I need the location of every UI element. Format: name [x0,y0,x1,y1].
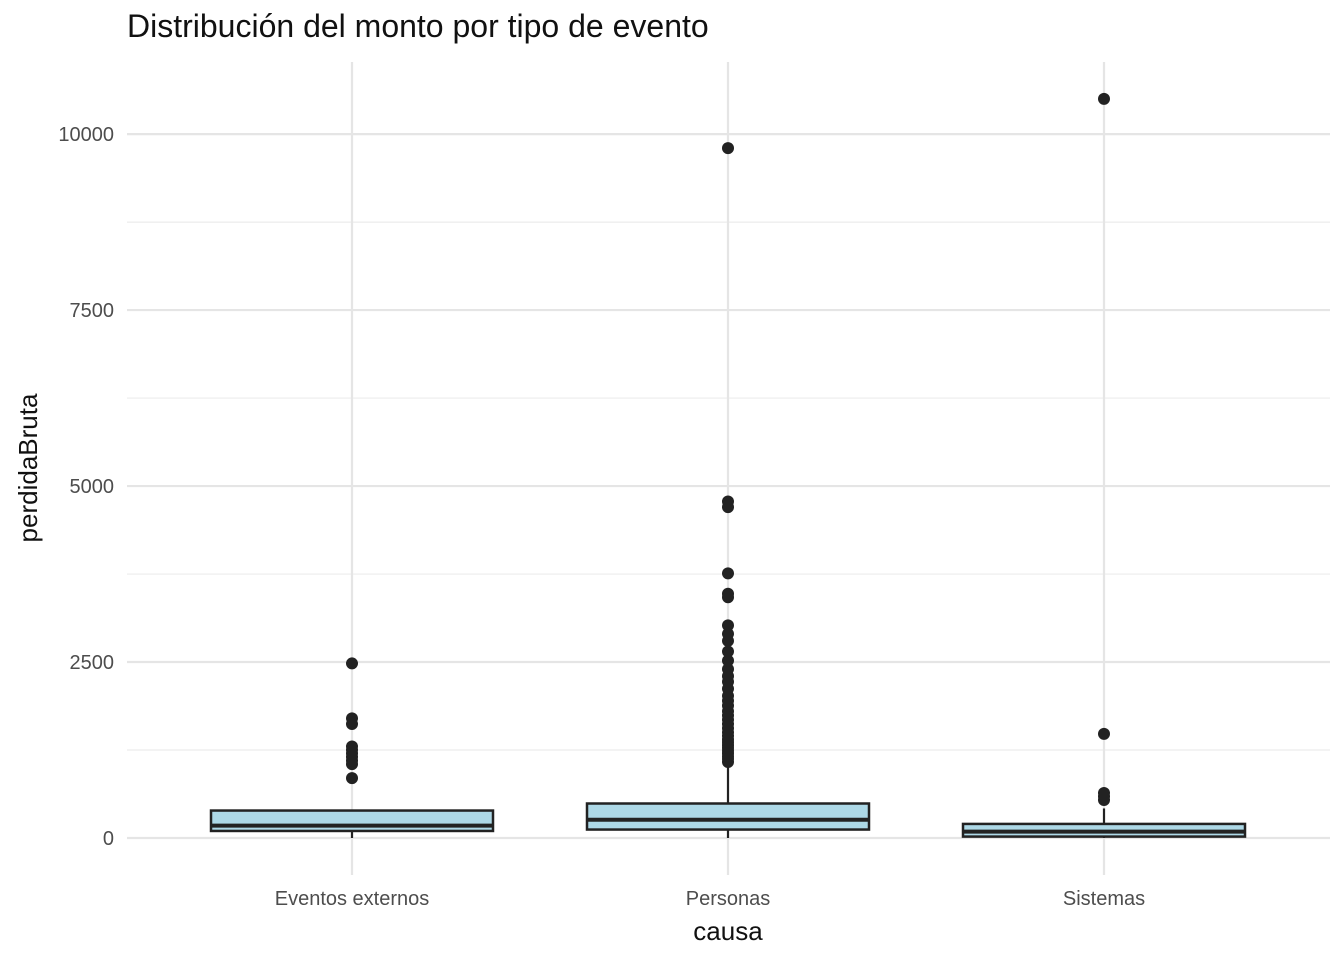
y-tick-label: 0 [103,828,114,850]
outlier-point [1098,786,1110,799]
box-eventos-externos [209,809,495,838]
box-personas [585,764,871,838]
x-tick-label: Eventos externos [275,888,430,910]
outlier-point [722,495,734,508]
y-tick-label: 7500 [70,300,115,322]
outlier-point [346,712,358,725]
y-tick-label: 5000 [70,476,115,498]
x-tick-label: Personas [686,888,771,910]
outlier-point [346,772,358,785]
outlier-point [346,740,358,753]
outlier-point [722,587,734,600]
outlier-point [722,663,734,676]
y-tick-label: 10000 [58,124,114,146]
outlier-point [722,645,734,658]
x-axis-tick-labels: Eventos externos Personas Sistemas [275,888,1145,910]
outlier-point [1098,727,1110,740]
outlier-point [1098,92,1110,105]
y-axis-title: perdidaBruta [13,393,43,542]
box-sistemas [961,808,1247,838]
outlier-point [722,619,734,632]
y-tick-label: 2500 [70,652,115,674]
x-tick-label: Sistemas [1063,888,1145,910]
x-axis-title: causa [693,916,763,946]
box-iqr [585,802,871,831]
boxes [209,764,1247,838]
outlier-point [346,657,358,670]
chart-title: Distribución del monto por tipo de event… [127,8,709,44]
outlier-points [346,92,1110,806]
outlier-point [722,567,734,580]
box-iqr [209,809,495,833]
outlier-point [722,654,734,667]
outlier-point [722,142,734,155]
y-axis-tick-labels: 0 2500 5000 7500 10000 [58,124,114,850]
outlier-point [722,627,734,640]
